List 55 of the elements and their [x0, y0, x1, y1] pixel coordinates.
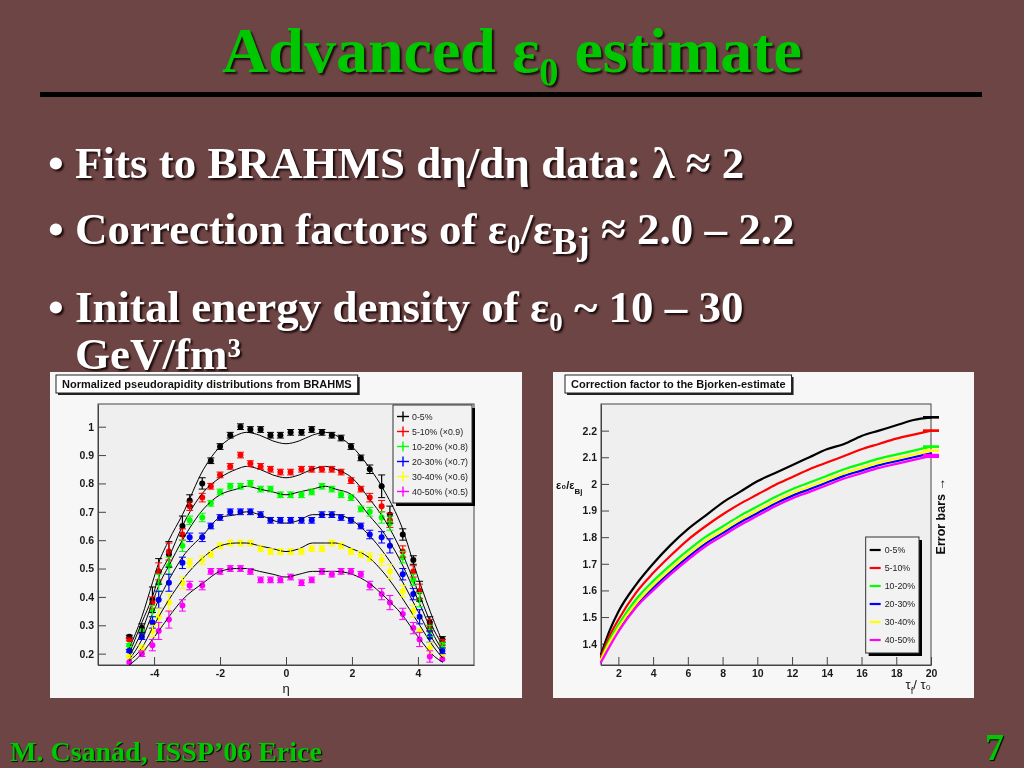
x-tick-label: -2 [215, 667, 226, 680]
legend-label: 10-20% (×0.8) [412, 441, 469, 452]
y-tick-label: 0.3 [79, 619, 95, 632]
y-tick-label: 0.8 [79, 477, 95, 490]
x-tick-label: 10 [751, 667, 764, 680]
y-axis-title: ε₀/ε$_{Bj}$ [556, 478, 583, 496]
text: Advanced ε₀ estimate [222, 15, 802, 86]
y-tick-label: 0.6 [79, 534, 95, 547]
text: 7 [985, 726, 1004, 768]
y-tick-label: 2 [591, 477, 598, 490]
x-tick-label: 12 [786, 667, 799, 680]
text: Error bars → [934, 478, 949, 555]
text: • Fits to BRAHMS dη/dη data: λ ≈ 2 [48, 138, 745, 188]
y-tick-label: 0.7 [79, 505, 95, 518]
legend-label: 5-10% (×0.9) [412, 426, 464, 437]
y-tick-label: 1.8 [582, 531, 598, 544]
x-tick-label: 8 [720, 667, 727, 680]
x-tick-label: 6 [685, 667, 692, 680]
text: • Correction factors of ε₀/ε$_{Bj}$ ≈ 2.0 – 2.2 [48, 204, 795, 262]
x-tick-label: 2 [615, 667, 622, 680]
chart-title: Correction factor to the Bjorken-estimate [571, 377, 786, 390]
legend-label: 30-40% [884, 617, 916, 628]
y-tick-label: 2.2 [582, 424, 598, 437]
x-tick-label: 0 [283, 667, 290, 680]
legend-label: 0-5% [412, 411, 433, 422]
y-tick-label: 1.5 [582, 610, 598, 623]
legend-label: 40-50% (×0.5) [412, 486, 469, 497]
y-tick-label: 0.9 [79, 448, 95, 461]
x-tick-label: 2 [349, 667, 356, 680]
legend-label: 10-20% [884, 581, 916, 592]
y-tick-label: 1.9 [582, 504, 598, 517]
legend-label: 40-50% [884, 635, 916, 646]
y-tick-label: 1.7 [582, 557, 598, 570]
x-tick-label: 14 [821, 667, 834, 680]
x-tick-label: -4 [149, 667, 160, 680]
x-axis-title: η [282, 680, 290, 696]
text: M. Csanád, ISSP’06 Erice [10, 736, 322, 767]
x-tick-label: 4 [650, 667, 657, 680]
y-tick-label: 0.2 [79, 647, 95, 660]
chart-title: Normalized pseudorapidity distributions from BRAHMS [62, 377, 352, 390]
x-tick-label: 4 [415, 667, 422, 680]
legend-label: 20-30% (×0.7) [412, 456, 469, 467]
text: • Inital energy density of ε₀ ~ 10 – 30 GeV/fm³ [48, 282, 744, 379]
y-tick-label: 2.1 [582, 451, 598, 464]
y-tick-label: 1.6 [582, 584, 598, 597]
legend-label: 0-5% [884, 545, 906, 556]
x-tick-label: 18 [890, 667, 903, 680]
y-tick-label: 1.4 [582, 637, 598, 650]
legend-label: 20-30% [884, 599, 916, 610]
legend-label: 30-40% (×0.6) [412, 471, 469, 482]
legend-label: 5-10% [884, 563, 911, 574]
y-tick-label: 1 [88, 420, 95, 433]
y-tick-label: 0.5 [79, 562, 95, 575]
y-tick-label: 0.4 [79, 590, 95, 603]
x-tick-label: 16 [856, 667, 869, 680]
